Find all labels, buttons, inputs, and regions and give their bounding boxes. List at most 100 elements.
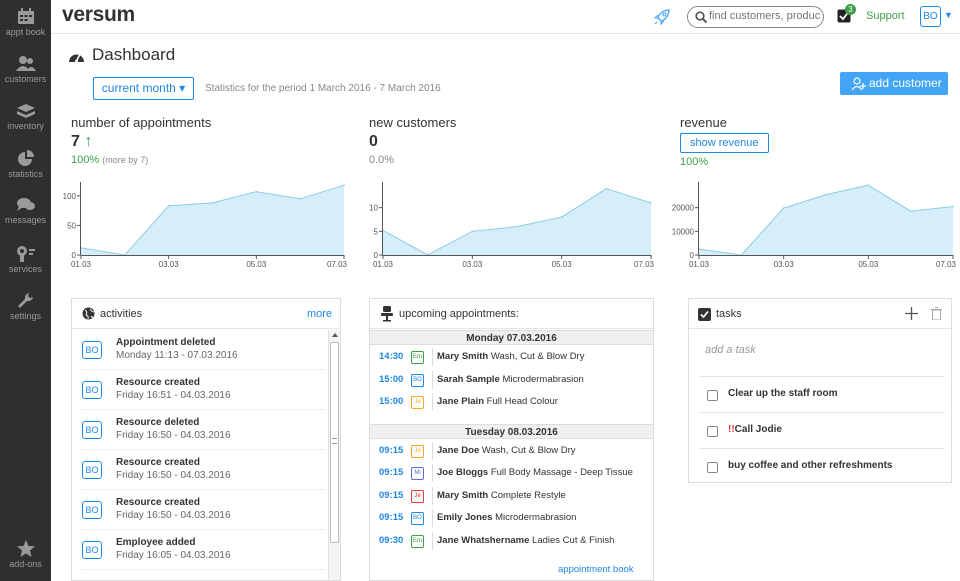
service-name: Full Head Colour bbox=[486, 396, 558, 407]
revenue-percent: 100% bbox=[680, 156, 709, 168]
x-tick-label: 05.03 bbox=[246, 260, 267, 269]
sidebar-item-customers[interactable]: customers bbox=[0, 55, 51, 84]
scroll-up-arrow-icon[interactable] bbox=[332, 333, 338, 337]
task-checkbox[interactable] bbox=[707, 390, 718, 401]
appointment-row[interactable]: 09:15 Je Jane Doe Wash, Cut & Blow Dry bbox=[370, 440, 653, 462]
activity-timestamp: Friday 16:50 - 04.03.2016 bbox=[116, 470, 231, 481]
activities-scrollbar[interactable] bbox=[328, 330, 340, 580]
appointment-day-header: Tuesday 08.03.2016 bbox=[370, 423, 653, 439]
appointment-row[interactable]: 15:00 BO Sarah Sample Microdermabrasion bbox=[370, 369, 653, 391]
service-name: Wash, Cut & Blow Dry bbox=[490, 351, 585, 362]
sidebar-item-services[interactable]: services bbox=[0, 245, 51, 274]
y-tick-label: 0 bbox=[72, 251, 77, 260]
appointment-row[interactable]: 09:15 BO Emily Jones Microdermabrasion bbox=[370, 507, 653, 529]
page-title: Dashboard bbox=[92, 45, 176, 64]
sidebar-item-messages[interactable]: messages bbox=[0, 197, 51, 225]
tasks-title: tasks bbox=[716, 308, 742, 320]
customer-name: Jane Whatshername bbox=[437, 534, 530, 546]
tasks-panel: tasks add a task Clear up the staff room… bbox=[688, 298, 952, 483]
trash-icon[interactable] bbox=[931, 307, 942, 320]
activity-title: Appointment deleted bbox=[116, 337, 216, 348]
sidebar: appt book customers inventory statistics… bbox=[0, 0, 51, 581]
appointment-row[interactable]: 15:00 Je Jane Plain Full Head Colour bbox=[370, 391, 653, 413]
appointment-book-link[interactable]: appointment book bbox=[558, 564, 634, 575]
y-tick-label: 10 bbox=[369, 204, 378, 213]
support-link[interactable]: Support bbox=[866, 10, 905, 22]
task-checkbox[interactable] bbox=[707, 426, 718, 437]
show-revenue-button[interactable]: show revenue bbox=[680, 133, 769, 153]
rocket-icon[interactable] bbox=[653, 8, 671, 31]
activity-timestamp: Friday 16:50 - 04.03.2016 bbox=[116, 430, 231, 441]
appointments-chart: 100 50 001.03 03.03 05.03 07.03 bbox=[63, 182, 348, 269]
appointments-more: (more by 7) bbox=[102, 155, 149, 165]
sidebar-item-settings[interactable]: settings bbox=[0, 292, 51, 321]
service-name: Full Body Massage - Deep Tissue bbox=[490, 467, 633, 478]
appointment-row[interactable]: 09:30 Em Jane Whatshername Ladies Cut & Fi… bbox=[370, 530, 653, 552]
add-task-input[interactable]: add a task bbox=[705, 344, 756, 356]
search-input[interactable] bbox=[709, 10, 821, 22]
task-label[interactable]: Clear up the staff room bbox=[728, 388, 837, 399]
customer-name: Sarah Sample bbox=[437, 373, 500, 385]
x-tick-label: 01.03 bbox=[373, 260, 394, 269]
data-point bbox=[605, 187, 608, 190]
scrollbar-thumb[interactable] bbox=[330, 342, 339, 543]
search-box[interactable] bbox=[687, 6, 824, 28]
activity-item[interactable]: BO Resource created Friday 16:50 - 04.03.2… bbox=[82, 490, 325, 530]
customer-name: Jane Doe bbox=[437, 444, 480, 456]
plus-icon[interactable] bbox=[905, 307, 918, 320]
activity-item[interactable]: BO Appointment deleted Monday 11:13 - 07.0… bbox=[82, 330, 325, 370]
data-point bbox=[560, 216, 563, 218]
add-customer-button[interactable]: add customer bbox=[840, 72, 948, 95]
app-logo[interactable]: versum bbox=[62, 3, 135, 26]
user-avatar[interactable]: BO bbox=[920, 6, 941, 27]
activities-header: activities more bbox=[72, 299, 340, 329]
divider bbox=[432, 464, 433, 482]
data-point bbox=[299, 198, 301, 200]
activity-item[interactable]: BO Resource created Friday 16:50 - 04.03.2… bbox=[82, 450, 325, 490]
x-tick-label: 07.03 bbox=[634, 260, 655, 269]
appointments-percent: 100% bbox=[71, 154, 100, 166]
appointment-row[interactable]: 09:15 Mi Joe Bloggs Full Body Massage - De… bbox=[370, 462, 653, 484]
appointment-row[interactable]: 14:30 Em Mary Smith Wash, Cut & Blow Dry bbox=[370, 346, 653, 368]
activity-timestamp: Friday 16:05 - 04.03.2016 bbox=[116, 550, 231, 561]
activity-item[interactable]: BO Resource created Friday 16:51 - 04.03.2… bbox=[82, 370, 325, 410]
sidebar-item-appt-book[interactable]: appt book bbox=[0, 8, 51, 37]
current-month-dropdown[interactable]: current month ▾ bbox=[93, 77, 194, 100]
activity-user-badge: BO bbox=[82, 501, 102, 519]
sidebar-item-statistics[interactable]: statistics bbox=[0, 150, 51, 179]
appointment-details: Jane Plain Full Head Colour bbox=[437, 391, 558, 413]
activity-title: Resource created bbox=[116, 457, 200, 468]
customer-name: Mary Smith bbox=[437, 351, 489, 362]
stat-label: number of appointments bbox=[71, 115, 212, 130]
user-menu-caret-icon[interactable]: ▼ bbox=[944, 10, 953, 20]
divider bbox=[432, 441, 433, 460]
activity-item[interactable]: BO Employee added Friday 16:05 - 04.03.201… bbox=[82, 530, 325, 570]
chair-icon bbox=[381, 306, 393, 322]
appointment-time: 09:15 bbox=[379, 467, 404, 478]
activities-more-link[interactable]: more bbox=[306, 308, 332, 320]
activity-user-badge: BO bbox=[82, 461, 102, 479]
search-icon bbox=[695, 11, 707, 23]
task-checkbox[interactable] bbox=[707, 462, 718, 473]
appointment-row[interactable]: 09:15 Je Mary Smith Complete Restyle bbox=[370, 485, 653, 507]
data-point bbox=[167, 205, 170, 207]
calendar-icon bbox=[17, 8, 34, 24]
x-tick-label: 07.03 bbox=[327, 260, 348, 269]
data-point bbox=[255, 190, 258, 193]
customer-name: Jane Plain bbox=[437, 396, 484, 407]
task-label[interactable]: buy coffee and other refreshments bbox=[728, 460, 892, 471]
appointment-details: Joe Bloggs Full Body Massage - Deep Tiss… bbox=[437, 462, 633, 484]
employee-badge: Je bbox=[411, 489, 424, 503]
task-label[interactable]: !!Call Jodie bbox=[728, 424, 782, 435]
appointment-time: 15:00 bbox=[379, 396, 404, 407]
employee-badge: BO bbox=[411, 512, 424, 525]
activity-timestamp: Friday 16:50 - 04.03.2016 bbox=[116, 510, 231, 521]
appointments-title: upcoming appointments: bbox=[399, 308, 519, 320]
todo-count-badge: 3 bbox=[845, 4, 856, 15]
sidebar-item-add-ons[interactable]: add-ons bbox=[0, 540, 51, 569]
sidebar-item-inventory[interactable]: inventory bbox=[0, 103, 51, 131]
activity-item[interactable]: BO Resource deleted Friday 16:50 - 04.03.2… bbox=[82, 410, 325, 450]
stat-appointments: number of appointments 7 ↑ 100% (more by… bbox=[71, 115, 211, 166]
wrench-icon bbox=[17, 293, 33, 308]
chart-area bbox=[699, 185, 953, 255]
